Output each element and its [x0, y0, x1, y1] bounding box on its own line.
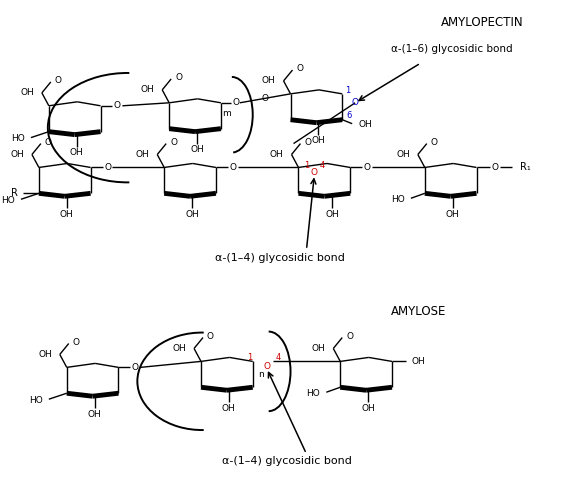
Text: O: O	[263, 362, 270, 371]
Text: OH: OH	[140, 85, 154, 94]
Text: OH: OH	[20, 88, 34, 97]
Text: O: O	[207, 332, 214, 341]
Text: OH: OH	[270, 150, 284, 159]
Text: OH: OH	[190, 145, 204, 154]
Text: O: O	[232, 98, 240, 107]
Text: 4: 4	[320, 161, 325, 170]
Text: 1: 1	[247, 353, 252, 362]
Text: OH: OH	[38, 350, 52, 359]
Text: O: O	[364, 163, 371, 172]
Text: OH: OH	[325, 210, 339, 219]
Text: OH: OH	[185, 210, 199, 219]
Text: 6: 6	[347, 111, 352, 120]
Text: OH: OH	[262, 77, 276, 85]
Text: O: O	[261, 94, 268, 103]
Text: O: O	[132, 363, 139, 372]
Text: O: O	[73, 338, 80, 347]
Text: O: O	[114, 101, 121, 110]
Text: O: O	[296, 65, 304, 74]
Text: O: O	[229, 163, 236, 172]
Text: OH: OH	[136, 150, 150, 159]
Text: 4: 4	[276, 353, 281, 362]
Text: HO: HO	[307, 389, 320, 398]
Text: OH: OH	[358, 120, 372, 129]
Text: O: O	[55, 77, 62, 85]
Text: OH: OH	[446, 210, 460, 219]
Text: O: O	[104, 163, 111, 172]
Text: OH: OH	[60, 210, 73, 219]
Text: AMYLOPECTIN: AMYLOPECTIN	[441, 16, 523, 29]
Text: O: O	[431, 138, 438, 147]
Text: OH: OH	[312, 344, 325, 353]
Text: HO: HO	[391, 195, 405, 204]
Text: OH: OH	[361, 404, 375, 413]
Text: OH: OH	[312, 136, 325, 145]
Text: O: O	[170, 138, 177, 147]
Text: O: O	[45, 138, 52, 147]
Text: α-(1–4) glycosidic bond: α-(1–4) glycosidic bond	[215, 253, 344, 263]
Text: OH: OH	[10, 150, 24, 159]
Text: O: O	[346, 332, 353, 341]
Text: n: n	[258, 370, 264, 379]
Text: 1: 1	[344, 86, 350, 95]
Text: O: O	[304, 138, 312, 147]
Text: HO: HO	[29, 396, 43, 405]
Text: O: O	[311, 168, 318, 177]
Text: 1: 1	[304, 161, 309, 170]
Text: O: O	[175, 74, 182, 83]
Text: R₁: R₁	[520, 162, 531, 172]
Text: OH: OH	[412, 357, 426, 366]
Text: OH: OH	[88, 410, 101, 419]
Text: O: O	[492, 163, 499, 172]
Text: OH: OH	[396, 150, 410, 159]
Text: α-(1–6) glycosidic bond: α-(1–6) glycosidic bond	[391, 44, 513, 54]
Text: R: R	[11, 188, 18, 198]
Text: α-(1–4) glycosidic bond: α-(1–4) glycosidic bond	[222, 456, 351, 466]
Text: O: O	[352, 98, 359, 107]
Text: AMYLOSE: AMYLOSE	[391, 305, 446, 318]
Text: HO: HO	[11, 134, 25, 143]
Text: OH: OH	[172, 344, 186, 353]
Text: OH: OH	[70, 148, 84, 157]
Text: OH: OH	[222, 404, 236, 413]
Text: HO: HO	[1, 196, 15, 205]
Text: m: m	[222, 109, 231, 118]
